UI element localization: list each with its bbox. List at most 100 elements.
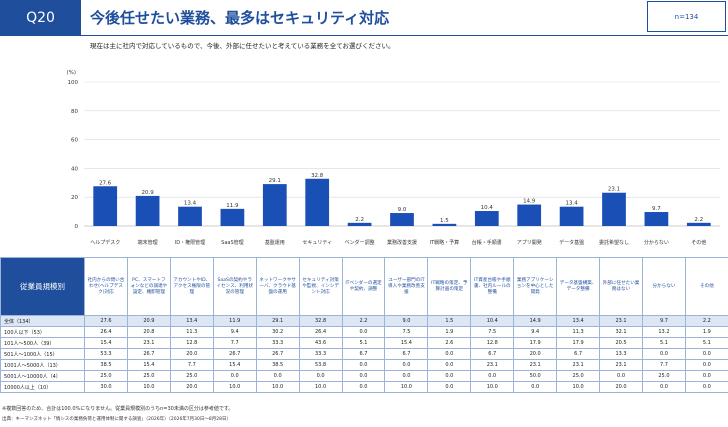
column-header-15: その他 — [684, 257, 728, 316]
page-title: 今後任せたい業務、最多はセキュリティ対応 — [90, 9, 390, 27]
category-label-3: ID・権限管理 — [175, 239, 205, 246]
category-label-13: 委託希望なし — [599, 239, 629, 246]
table-cell: 10.0 — [384, 381, 429, 393]
category-label-9: IT戦略・予算 — [430, 239, 460, 246]
data-label-8: 9.0 — [398, 207, 407, 213]
table-cell: 1.5 — [427, 315, 472, 327]
data-label-14: 9.7 — [652, 206, 661, 212]
table-cell: 7.7 — [169, 359, 214, 371]
table-cell: 53.8 — [298, 359, 343, 371]
table-cell: 0.0 — [427, 359, 472, 371]
data-label-10: 10.4 — [481, 205, 494, 211]
category-label-5: 基盤運用 — [265, 239, 285, 246]
column-header-2: PC、スマートフォンなどの調達や設定、棚卸管理 — [126, 257, 171, 316]
table-cell: 26.7 — [212, 348, 257, 360]
table-cell: 14.9 — [513, 315, 558, 327]
data-label-15: 2.2 — [694, 217, 703, 223]
table-cell: 6.7 — [384, 348, 429, 360]
table-cell: 38.5 — [255, 359, 300, 371]
table-cell: 10.0 — [556, 381, 601, 393]
column-header-5: ネットワークやサーバ、クラウド基盤の運用 — [255, 257, 300, 316]
table-cell: 11.9 — [212, 315, 257, 327]
table-cell: 0.0 — [384, 370, 429, 382]
table-cell: 17.9 — [556, 337, 601, 349]
table-cell: 0.0 — [341, 326, 386, 338]
table-cell: 0.0 — [684, 381, 728, 393]
breakdown-table: 従業員規模別 社内からの問い合わせ(ヘルプデスク)対応 PC、スマートフォンなどの調… — [0, 257, 728, 393]
column-header-9: IT戦略の策定、予算計画の策定 — [427, 257, 472, 316]
table-cell: 30.2 — [255, 326, 300, 338]
table-cell: 13.2 — [641, 326, 686, 338]
header-rule — [0, 35, 728, 36]
bar-9 — [432, 223, 457, 226]
table-row: 1001人～5000人（13） 38.5 15.4 7.7 15.4 38.5 53.8 0.… — [0, 359, 728, 371]
question-text: 現在は主に社内で対応しているもので、今後、外部に任せたいと考えている業務を全てお… — [90, 42, 395, 50]
table-cell: 9.7 — [641, 315, 686, 327]
row-label: 1001人～5000人（13） — [0, 359, 85, 371]
table-cell: 23.1 — [126, 337, 171, 349]
column-header-4: SaaSの契約やライセンス、利用状況の管理 — [212, 257, 257, 316]
table-cell: 38.5 — [84, 359, 128, 371]
table-cell: 20.8 — [126, 326, 171, 338]
table-cell: 9.4 — [513, 326, 558, 338]
table-row: 501人～1000人（15） 53.3 26.7 20.0 26.7 26.7 33.3 6.… — [0, 348, 728, 360]
column-header-8: ユーザー部門のIT導入や業務改善支援 — [384, 257, 429, 316]
data-label-1: 27.6 — [99, 180, 112, 186]
category-label-1: ヘルプデスク — [90, 239, 120, 246]
table-cell: 6.7 — [341, 348, 386, 360]
table-cell: 20.9 — [126, 315, 171, 327]
table-cell: 13.4 — [169, 315, 214, 327]
bar-14 — [644, 212, 669, 226]
data-label-6: 32.8 — [311, 173, 324, 179]
table-cell: 33.3 — [255, 337, 300, 349]
data-label-5: 29.1 — [269, 178, 281, 184]
table-header-row: 従業員規模別 社内からの問い合わせ(ヘルプデスク)対応 PC、スマートフォンなどの調… — [0, 257, 728, 316]
table-cell: 12.8 — [470, 337, 515, 349]
table-cell: 0.0 — [641, 381, 686, 393]
data-label-13: 23.1 — [608, 187, 620, 193]
bar-8 — [390, 213, 414, 226]
table-cell: 0.0 — [684, 370, 728, 382]
table-cell: 26.7 — [255, 348, 300, 360]
table-cell: 11.3 — [169, 326, 214, 338]
table-cell: 0.0 — [599, 370, 643, 382]
table-cell: 0.0 — [298, 370, 343, 382]
table-cell: 10.4 — [470, 315, 515, 327]
table-row: 10000人以上（10） 30.0 10.0 20.0 10.0 10.0 10.0 0.0 1… — [0, 381, 728, 393]
column-header-10: IT資産台帳や手順書、社内ルールの整備 — [470, 257, 515, 316]
table-cell: 0.0 — [341, 370, 386, 382]
table-cell: 0.0 — [341, 359, 386, 371]
table-cell: 0.0 — [384, 359, 429, 371]
bar-7 — [347, 222, 372, 226]
row-label: 101人～500人（39） — [0, 337, 85, 349]
table-cell: 23.1 — [513, 359, 558, 371]
footnote: ※複数回答のため、合計は100.0%になりません。従業員規模別のうちn=30未満… — [2, 406, 234, 412]
table-cell: 2.6 — [427, 337, 472, 349]
table-cell: 50.0 — [513, 370, 558, 382]
table-cell: 6.7 — [470, 348, 515, 360]
y-axis-label: (%) — [66, 70, 76, 76]
row-label: 5001人～10000人（4） — [0, 370, 85, 382]
category-label-12: データ基盤 — [559, 239, 584, 246]
bar-1 — [93, 186, 118, 226]
data-label-11: 14.9 — [523, 199, 536, 205]
table-row: 100人以下（53） 26.4 20.8 11.3 9.4 30.2 26.4 0.0 7.5 1… — [0, 326, 728, 338]
row-label: 100人以下（53） — [0, 326, 85, 338]
bar-2 — [135, 195, 160, 226]
category-label-15: その他 — [691, 239, 706, 246]
data-label-4: 11.9 — [226, 203, 239, 209]
table-cell: 25.0 — [169, 370, 214, 382]
table-cell: 33.3 — [298, 348, 343, 360]
column-header-12: データ基盤構築、データ整備 — [556, 257, 601, 316]
column-header-11: 業務アプリケーションを中心とした開発 — [513, 257, 558, 316]
bar-11 — [517, 204, 542, 226]
bar-13 — [602, 192, 626, 226]
table-cell: 20.0 — [169, 348, 214, 360]
table-cell: 7.7 — [212, 337, 257, 349]
table-cell: 0.0 — [427, 370, 472, 382]
table-cell: 0.0 — [212, 370, 257, 382]
bar-4 — [220, 208, 245, 226]
table-cell: 27.6 — [84, 315, 128, 327]
category-label-10: 台帳・手順書 — [472, 239, 502, 246]
data-label-7: 2.2 — [355, 217, 364, 223]
